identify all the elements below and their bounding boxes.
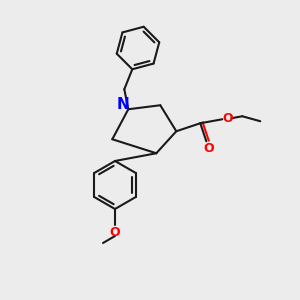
Text: N: N [117, 97, 130, 112]
Text: O: O [222, 112, 232, 125]
Text: O: O [110, 226, 120, 238]
Text: O: O [203, 142, 214, 155]
